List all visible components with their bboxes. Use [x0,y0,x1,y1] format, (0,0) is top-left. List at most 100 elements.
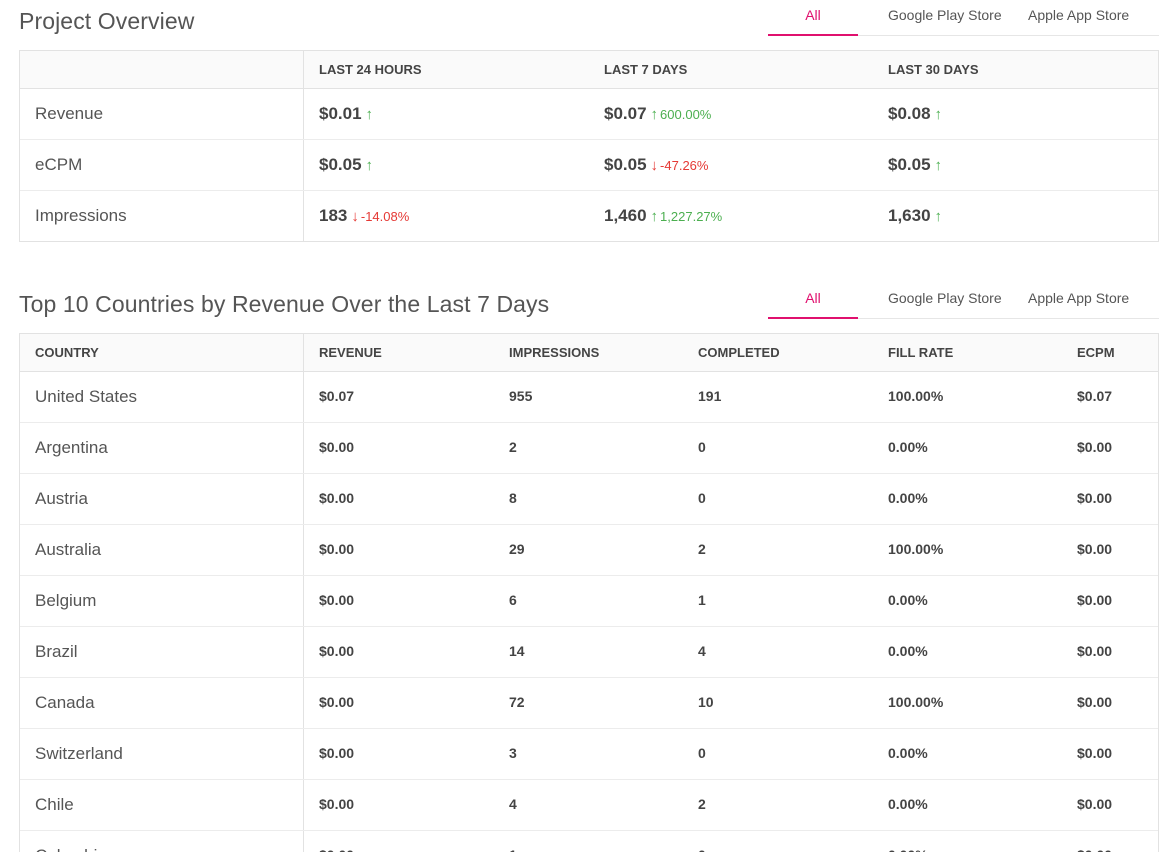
metric-value: 1,460 [604,206,647,225]
ecpm-cell: $0.07 [1077,388,1113,404]
column-header: LAST 30 DAYS [888,62,979,77]
column-header-ecpm[interactable]: ECPM [1077,345,1115,360]
completed-cell: 0 [698,490,706,506]
countries-title: Top 10 Countries by Revenue Over the Las… [19,291,550,317]
tab-google-play-store[interactable]: Google Play Store [888,290,1002,306]
completed-cell: 1 [698,592,706,608]
impressions-cell: 1 [509,847,517,852]
fill-rate-cell: 0.00% [888,490,928,506]
country-name: Colombia [35,846,107,852]
column-header: LAST 24 HOURS [319,62,422,77]
countries-table: COUNTRY REVENUE IMPRESSIONS COMPLETED FI… [19,333,1159,852]
table-row: Brazil $0.00 14 4 0.00% $0.00 [20,627,1158,678]
overview-header: Project Overview All Google Play Store A… [0,0,1171,44]
table-row: Colombia $0.00 1 0 0.00% $0.00 [20,831,1158,852]
revenue-cell: $0.00 [319,796,355,812]
ecpm-cell: $0.00 [1077,796,1113,812]
revenue-cell: $0.00 [319,541,355,557]
revenue-cell: $0.00 [319,643,355,659]
column-header: LAST 7 DAYS [604,62,688,77]
tab-all[interactable]: All [768,283,858,319]
arrow-up-icon: ↑ [365,106,374,123]
change-percent: -47.26% [660,158,709,173]
column-header-revenue[interactable]: REVENUE [319,345,382,360]
change-percent: 600.00% [660,107,712,122]
overview-row: Impressions 183 ↓ -14.08% 1,460 ↑ 1,227.27% 1,6… [20,191,1158,242]
fill-rate-cell: 100.00% [888,388,944,404]
country-name: Switzerland [35,744,123,763]
column-header-impressions[interactable]: IMPRESSIONS [509,345,600,360]
metric-value: $0.07 [604,104,647,123]
ecpm-cell: $0.00 [1077,439,1113,455]
country-name: Brazil [35,642,78,661]
metric-value: $0.05 [888,155,931,174]
countries-table-header: COUNTRY REVENUE IMPRESSIONS COMPLETED FI… [20,334,1158,372]
table-row: United States $0.07 955 191 100.00% $0.07 [20,372,1158,423]
arrow-up-icon: ↑ [365,157,374,174]
fill-rate-cell: 0.00% [888,643,928,659]
ecpm-cell: $0.00 [1077,745,1113,761]
table-row: Austria $0.00 8 0 0.00% $0.00 [20,474,1158,525]
metric-value-cell: $0.08 ↑ [888,104,942,124]
metric-value-cell: $0.05 ↓ -47.26% [604,155,708,175]
column-header-fill-rate[interactable]: FILL RATE [888,345,954,360]
arrow-up-icon: ↑ [650,106,659,123]
fill-rate-cell: 0.00% [888,745,928,761]
revenue-cell: $0.00 [319,847,354,852]
countries-header: Top 10 Countries by Revenue Over the Las… [0,283,1171,327]
table-row: Switzerland $0.00 3 0 0.00% $0.00 [20,729,1158,780]
change-percent: 1,227.27% [660,209,723,224]
metric-value-cell: $0.01 ↑ [319,104,373,124]
column-header-country[interactable]: COUNTRY [35,345,99,360]
country-name: Australia [35,540,102,559]
column-header-completed[interactable]: COMPLETED [698,345,780,360]
revenue-cell: $0.00 [319,439,355,455]
overview-row: Revenue $0.01 ↑ $0.07 ↑ 600.00% $0.08 ↑ [20,89,1158,140]
country-name: Belgium [35,591,97,610]
revenue-cell: $0.00 [319,745,355,761]
revenue-cell: $0.07 [319,388,355,404]
metric-label: eCPM [35,155,83,174]
fill-rate-cell: 100.00% [888,541,944,557]
tab-apple-app-store[interactable]: Apple App Store [1028,290,1130,306]
tab-google-play-store[interactable]: Google Play Store [888,7,1002,23]
completed-cell: 191 [698,388,722,404]
table-row: Australia $0.00 29 2 100.00% $0.00 [20,525,1158,576]
metric-value-cell: 1,460 ↑ 1,227.27% [604,206,722,226]
ecpm-cell: $0.00 [1077,694,1113,710]
metric-label: Impressions [35,206,127,225]
completed-cell: 10 [698,694,714,710]
metric-value-cell: $0.07 ↑ 600.00% [604,104,711,124]
completed-cell: 0 [698,745,706,761]
completed-cell: 0 [698,439,706,455]
country-name: Canada [35,693,95,712]
arrow-down-icon: ↓ [351,208,359,225]
arrow-up-icon: ↑ [650,208,659,225]
fill-rate-cell: 0.00% [888,592,928,608]
fill-rate-cell: 100.00% [888,694,944,710]
completed-cell: 2 [698,796,706,812]
tab-apple-app-store[interactable]: Apple App Store [1028,7,1130,23]
fill-rate-cell: 0.00% [888,847,928,852]
impressions-cell: 8 [509,490,517,506]
overview-table: LAST 24 HOURS LAST 7 DAYS LAST 30 DAYS R… [19,50,1159,242]
metric-value: $0.01 [319,104,362,123]
metric-value-cell: $0.05 ↑ [319,155,373,175]
metric-value: $0.05 [319,155,362,174]
change-percent: -14.08% [360,209,410,224]
metric-value-cell: 183 ↓ -14.08% [319,206,409,226]
ecpm-cell: $0.00 [1077,592,1113,608]
tab-all[interactable]: All [768,0,858,36]
table-row: Argentina $0.00 2 0 0.00% $0.00 [20,423,1158,474]
completed-cell: 0 [698,847,706,852]
metric-value-cell: 1,630 ↑ [888,206,942,226]
impressions-cell: 955 [509,388,533,404]
arrow-up-icon: ↑ [934,157,943,174]
arrow-up-icon: ↑ [934,106,943,123]
completed-cell: 4 [698,643,706,659]
table-row: Belgium $0.00 6 1 0.00% $0.00 [20,576,1158,627]
overview-title: Project Overview [19,8,195,34]
ecpm-cell: $0.00 [1077,541,1113,557]
metric-value: $0.05 [604,155,647,174]
impressions-cell: 6 [509,592,517,608]
